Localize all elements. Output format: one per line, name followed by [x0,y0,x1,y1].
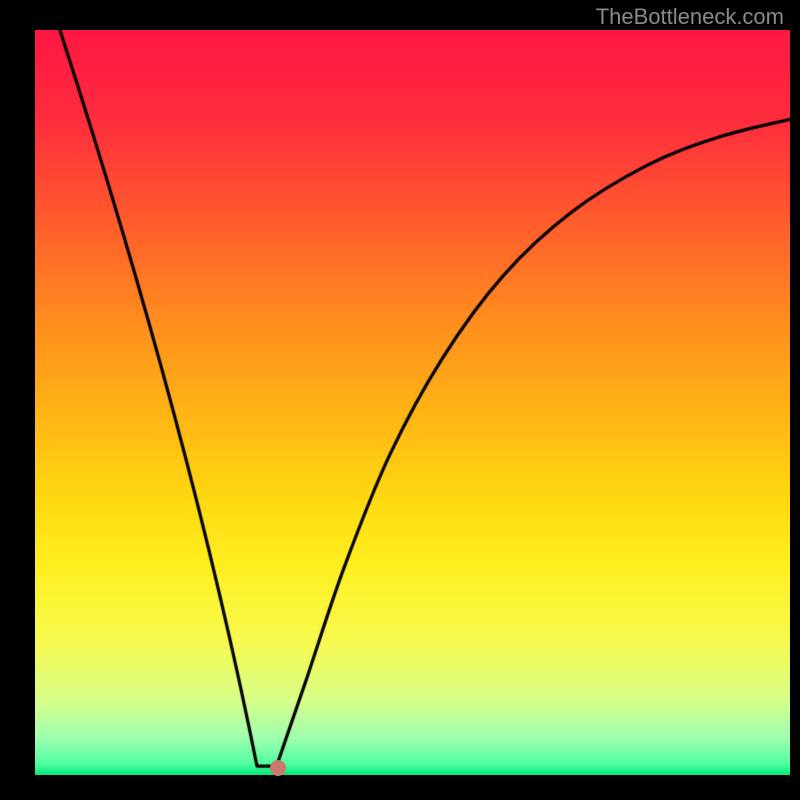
watermark-text: TheBottleneck.com [596,4,784,30]
optimum-marker [270,760,286,776]
chart-plot-area [35,30,790,775]
bottleneck-curve [35,30,790,775]
